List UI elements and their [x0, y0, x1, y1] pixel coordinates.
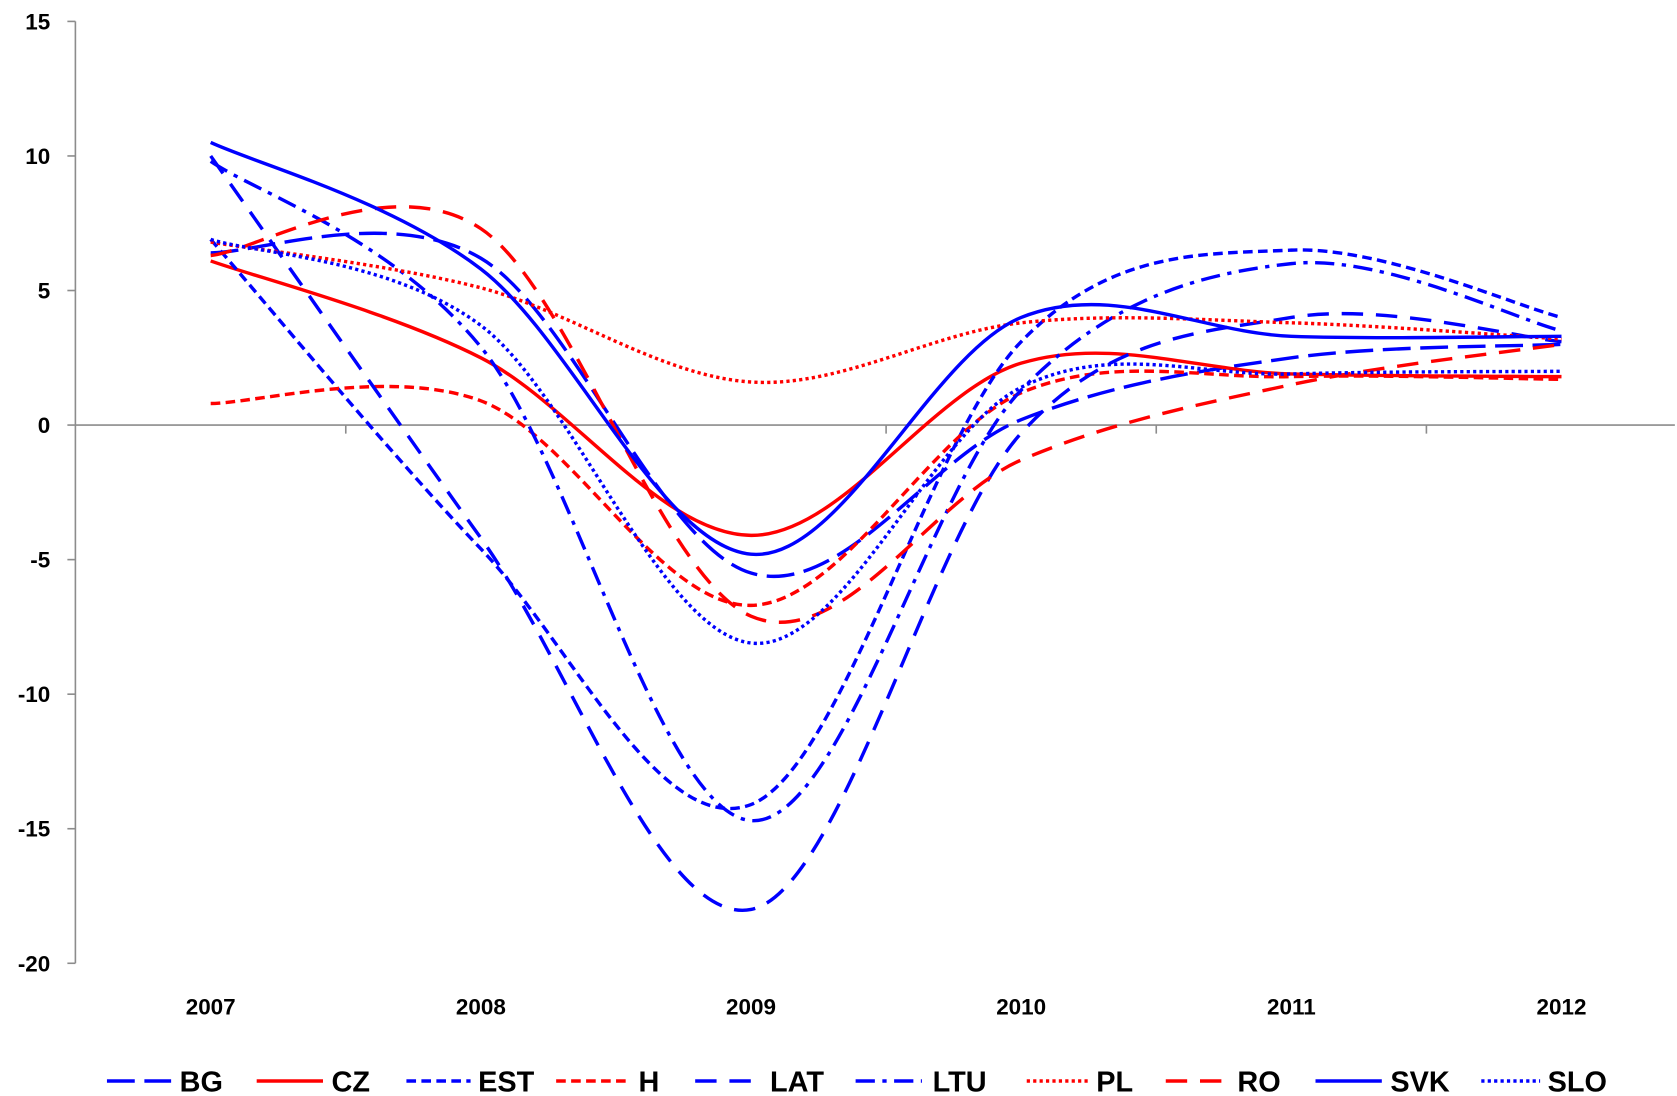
legend-item-ro: RO [1165, 1067, 1281, 1096]
x-tick-label: 2008 [456, 995, 506, 1020]
axes: 15 10 5 0 -5 -10 -15 -20 2007 2008 2009 2010 2011 201… [18, 9, 1675, 1020]
legend-label-svk: SVK [1390, 1067, 1449, 1096]
legend-item-ltu: LTU [855, 1067, 987, 1096]
y-tick-label: -5 [30, 548, 50, 573]
legend-label-h: H [639, 1067, 660, 1096]
x-tick-label: 2012 [1537, 995, 1587, 1020]
y-tick-label: 10 [25, 144, 50, 169]
series-line-svk [209, 140, 1562, 556]
legend-item-pl: PL [1026, 1067, 1133, 1096]
plot-area [209, 140, 1562, 912]
x-tick-label: 2007 [186, 995, 236, 1020]
legend-label-ro: RO [1237, 1067, 1280, 1096]
x-tick-label: 2011 [1267, 995, 1316, 1020]
legend-item-lat: LAT [695, 1067, 824, 1096]
legend-item-bg: BG [106, 1067, 223, 1096]
y-tick-label: 15 [25, 9, 50, 34]
series-line-bg [210, 231, 1562, 578]
y-tick-label: -15 [18, 817, 50, 842]
x-tick-label: 2009 [726, 995, 776, 1020]
legend-label-cz: CZ [332, 1067, 370, 1096]
series-line-lat [209, 154, 1562, 912]
x-tick-label: 2010 [996, 995, 1046, 1020]
legend-label-bg: BG [180, 1067, 223, 1096]
y-tick-label: -20 [18, 951, 50, 976]
series-line-ltu [209, 159, 1562, 823]
legend-label-est: EST [478, 1067, 534, 1096]
legend-item-slo: SLO [1481, 1067, 1607, 1096]
series-line-est [209, 238, 1562, 811]
legend-item-svk: SVK [1315, 1067, 1450, 1096]
series-line-slo [210, 237, 1562, 645]
series-line-pl [210, 240, 1562, 385]
legend-item-h: H [556, 1067, 659, 1096]
series-line-ro [210, 205, 1562, 624]
legend-label-slo: SLO [1548, 1067, 1607, 1096]
legend: BG CZ EST H LAT LTU PL RO SVK SLO [106, 1067, 1607, 1096]
y-tick-label: -10 [18, 682, 50, 707]
legend-label-lat: LAT [770, 1067, 824, 1096]
y-tick-label: 0 [38, 413, 50, 438]
legend-label-ltu: LTU [933, 1067, 987, 1096]
y-tick-label: 5 [38, 279, 50, 304]
legend-item-cz: CZ [256, 1067, 370, 1096]
legend-item-est: EST [406, 1067, 535, 1096]
series-line-cz [210, 259, 1562, 538]
legend-label-pl: PL [1096, 1067, 1133, 1096]
series-line-h [210, 369, 1562, 608]
